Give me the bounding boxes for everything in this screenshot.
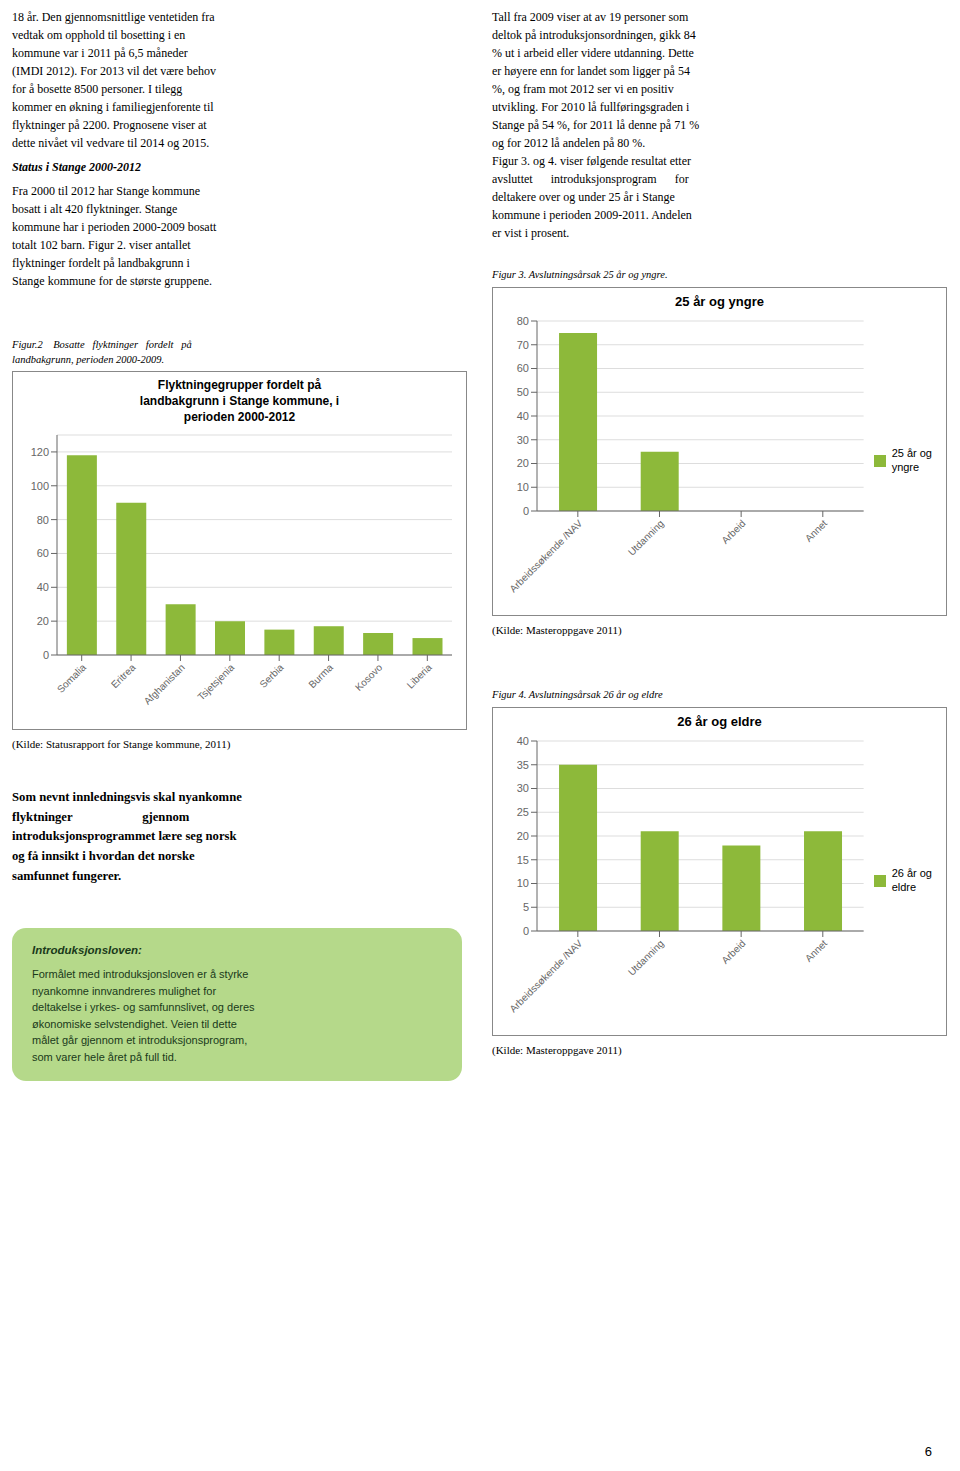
svg-text:Utdanning: Utdanning [626, 517, 666, 557]
svg-text:20: 20 [37, 615, 49, 627]
svg-text:30: 30 [517, 782, 529, 794]
html-text:(Kilde: Statusrapport for Stan: (Kilde: Statusrapport for Stange kommune… [12, 738, 231, 751]
html-text:Flyktningegrupper fordelt på l: Flyktningegrupper fordelt på landbakgrun… [139, 378, 340, 424]
svg-text:Burma: Burma [306, 662, 335, 691]
svg-text:Afghanistan: Afghanistan [142, 662, 187, 707]
html-text:Figur 4. Avslutningsårsak 26 å: Figur 4. Avslutningsårsak 26 år og eldre [492, 689, 663, 700]
svg-text:0: 0 [523, 924, 529, 936]
svg-text:120: 120 [31, 446, 49, 458]
html-text:Tall fra 2009 viser at av 19 p: Tall fra 2009 viser at av 19 personer so… [492, 10, 700, 240]
html-text:6: 6 [924, 1444, 932, 1459]
svg-text:Utdanning: Utdanning [626, 937, 666, 977]
svg-text:Kosovo: Kosovo [353, 662, 385, 694]
svg-text:30: 30 [517, 433, 529, 445]
svg-text:Tsjetsjenia: Tsjetsjenia [195, 662, 236, 703]
svg-text:Serbia: Serbia [257, 662, 286, 691]
svg-text:80: 80 [37, 514, 49, 526]
html-text:Som nevnt innledningsvis skal: Som nevnt innledningsvis skal nyankomne … [12, 790, 242, 883]
svg-text:40: 40 [517, 409, 529, 421]
svg-text:40: 40 [517, 734, 529, 746]
svg-text:10: 10 [517, 481, 529, 493]
html-text:Figur.2 Bosatte flyktninger fo: Figur.2 Bosatte flyktninger fordelt på l… [12, 339, 192, 365]
html-text:18 år. Den gjennomsnittlige ve: 18 år. Den gjennomsnittlige ventetiden f… [12, 10, 216, 150]
html-text:Fra 2000 til 2012 har Stange k: Fra 2000 til 2012 har Stange kommune bos… [12, 184, 217, 288]
html-text:(Kilde: Masteroppgave 2011): (Kilde: Masteroppgave 2011) [492, 623, 622, 636]
svg-text:Liberia: Liberia [405, 662, 434, 691]
svg-text:100: 100 [31, 480, 49, 492]
svg-text:Arbeid: Arbeid [719, 937, 747, 965]
svg-text:5: 5 [523, 901, 529, 913]
svg-text:0: 0 [523, 504, 529, 516]
html-text:Status i Stange 2000-2012: Status i Stange 2000-2012 [12, 160, 141, 174]
svg-text:50: 50 [517, 386, 529, 398]
svg-text:Arbeidssøkende /NAV: Arbeidssøkende /NAV [507, 937, 584, 1014]
svg-text:60: 60 [517, 362, 529, 374]
svg-text:Somalia: Somalia [55, 662, 89, 696]
svg-text:Arbeidssøkende /NAV: Arbeidssøkende /NAV [507, 517, 584, 594]
svg-text:Annet: Annet [803, 517, 829, 543]
svg-text:40: 40 [37, 581, 49, 593]
svg-text:80: 80 [517, 314, 529, 326]
svg-text:20: 20 [517, 457, 529, 469]
html-text:25 år og yngre: 25 år og yngre [675, 293, 764, 309]
svg-text:0: 0 [43, 649, 49, 661]
html-text:25 år og yngre: 25 år og yngre [891, 447, 932, 473]
html-text:Introduksjonsloven:: Introduksjonsloven: [32, 944, 142, 956]
html-text:26 år og eldre: 26 år og eldre [891, 867, 932, 893]
svg-text:Arbeid: Arbeid [719, 517, 747, 545]
svg-text:15: 15 [517, 853, 529, 865]
html-text:Figur 3. Avslutningsårsak 25 å: Figur 3. Avslutningsårsak 25 år og yngre… [492, 269, 668, 280]
svg-text:35: 35 [517, 758, 529, 770]
html-text:26 år og eldre: 26 år og eldre [677, 713, 762, 729]
svg-text:10: 10 [517, 877, 529, 889]
svg-text:25: 25 [517, 806, 529, 818]
svg-text:60: 60 [37, 548, 49, 560]
svg-text:Annet: Annet [803, 937, 829, 963]
svg-text:20: 20 [517, 829, 529, 841]
svg-text:Eritrea: Eritrea [109, 662, 138, 691]
html-text:(Kilde: Masteroppgave 2011): (Kilde: Masteroppgave 2011) [492, 1043, 622, 1056]
html-text:Formålet med introduksjonslove: Formålet med introduksjonsloven er å sty… [32, 968, 255, 1063]
svg-text:70: 70 [517, 338, 529, 350]
